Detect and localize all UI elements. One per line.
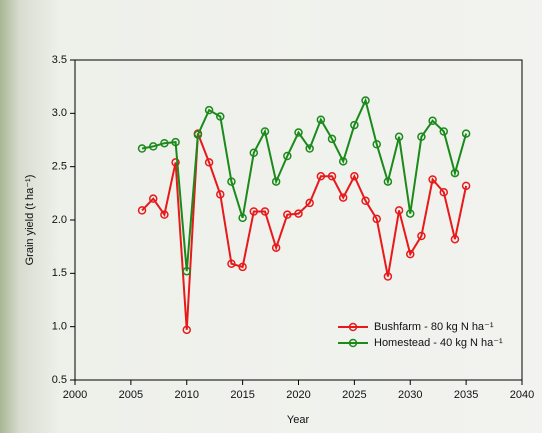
- legend-label: Bushfarm - 80 kg N ha⁻¹: [374, 321, 494, 333]
- x-tick-label: 2015: [230, 389, 254, 401]
- x-tick-label: 2010: [175, 389, 199, 401]
- legend-label: Homestead - 40 kg N ha⁻¹: [374, 337, 503, 349]
- y-tick-label: 1.0: [52, 321, 67, 333]
- y-tick-label: 1.5: [52, 267, 67, 279]
- x-tick-label: 2030: [398, 389, 422, 401]
- chart: Year Grain yield (t ha⁻¹) 0.5 1.0 1.5 2.0 2.…: [0, 0, 542, 433]
- x-tick-label: 2040: [510, 389, 534, 401]
- y-tick-label: 2.0: [52, 214, 67, 226]
- y-axis-label: Grain yield (t ha⁻¹): [24, 175, 36, 266]
- y-tick-label: 0.5: [52, 374, 67, 386]
- x-tick-label: 2020: [286, 389, 310, 401]
- y-tick-label: 3.0: [52, 107, 67, 119]
- x-axis-label: Year: [287, 414, 310, 426]
- x-tick-label: 2035: [454, 389, 478, 401]
- x-tick-label: 2000: [63, 389, 87, 401]
- y-tick-label: 2.5: [52, 161, 67, 173]
- y-tick-label: 3.5: [52, 54, 67, 66]
- x-tick-label: 2025: [342, 389, 366, 401]
- x-tick-label: 2005: [119, 389, 143, 401]
